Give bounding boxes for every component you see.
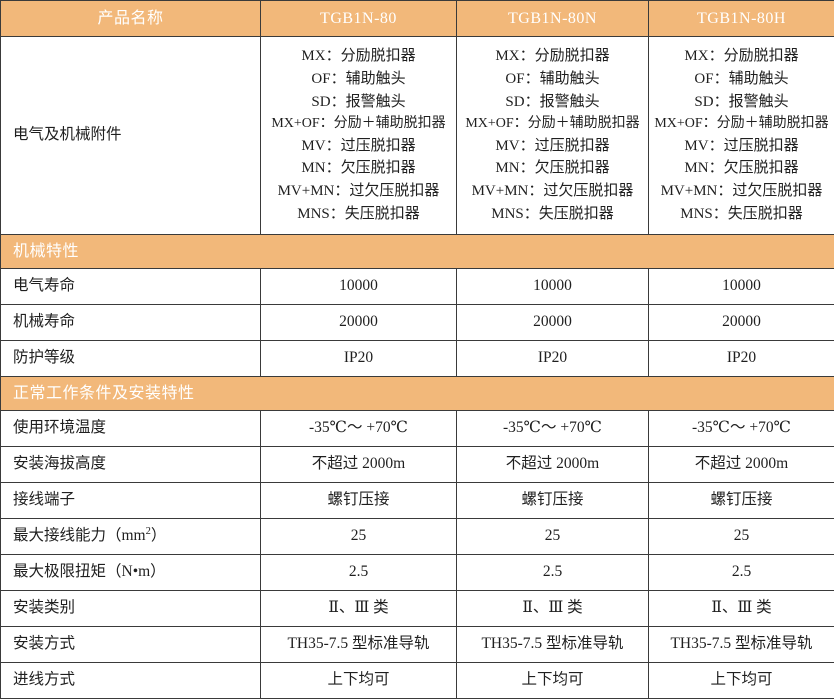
accessory-line: MN：欠压脱扣器	[461, 157, 644, 180]
accessory-line: OF：辅助触头	[461, 68, 644, 91]
row-value-model-3: Ⅱ、Ⅲ 类	[649, 590, 834, 626]
row-value-model-2: 25	[457, 518, 649, 554]
row-label: 最大极限扭矩（N•m）	[1, 554, 261, 590]
accessory-line: MNS：失压脱扣器	[461, 203, 644, 226]
table-row: 安装方式 TH35-7.5 型标准导轨 TH35-7.5 型标准导轨 TH35-…	[1, 626, 834, 662]
table-row: 最大接线能力（mm2） 25 25 25	[1, 518, 834, 554]
row-value-model-1: 上下均可	[261, 662, 457, 698]
accessory-line: MN：欠压脱扣器	[265, 157, 452, 180]
row-value-model-2: 上下均可	[457, 662, 649, 698]
row-value-model-3: 螺钉压接	[649, 482, 834, 518]
accessory-line: MV+MN：过欠压脱扣器	[653, 180, 830, 203]
row-value-model-1: 20000	[261, 304, 457, 340]
header-model-3: TGB1N-80H	[649, 1, 834, 37]
row-label: 使用环境温度	[1, 410, 261, 446]
accessory-line: MX：分励脱扣器	[265, 45, 452, 68]
row-value-model-1: 10000	[261, 268, 457, 304]
table-row: 电气寿命 10000 10000 10000	[1, 268, 834, 304]
accessory-line: SD：报警触头	[653, 91, 830, 114]
row-value-model-1: TH35-7.5 型标准导轨	[261, 626, 457, 662]
accessory-line: MV+MN：过欠压脱扣器	[265, 180, 452, 203]
row-value-model-1: Ⅱ、Ⅲ 类	[261, 590, 457, 626]
row-label: 安装海拔高度	[1, 446, 261, 482]
row-label: 接线端子	[1, 482, 261, 518]
row-value-model-2: Ⅱ、Ⅲ 类	[457, 590, 649, 626]
accessories-cell-model-2: MX：分励脱扣器 OF：辅助触头 SD：报警触头 MX+OF：分励＋辅助脱扣器 …	[457, 37, 649, 235]
row-value-model-3: 2.5	[649, 554, 834, 590]
row-value-model-3: 20000	[649, 304, 834, 340]
section-header-operating-conditions: 正常工作条件及安装特性	[1, 376, 834, 410]
accessory-line: MX+OF：分励＋辅助脱扣器	[461, 113, 644, 134]
accessories-row: 电气及机械附件 MX：分励脱扣器 OF：辅助触头 SD：报警触头 MX+OF：分…	[1, 37, 834, 235]
row-label-prefix: 最大接线能力（mm	[13, 527, 146, 544]
table-row: 防护等级 IP20 IP20 IP20	[1, 340, 834, 376]
section-header-mechanical: 机械特性	[1, 234, 834, 268]
row-value-model-2: 不超过 2000m	[457, 446, 649, 482]
row-value-model-3: -35℃～ +70℃	[649, 410, 834, 446]
row-value-model-3: 上下均可	[649, 662, 834, 698]
row-value-model-2: 2.5	[457, 554, 649, 590]
row-value-model-2: IP20	[457, 340, 649, 376]
accessories-cell-model-1: MX：分励脱扣器 OF：辅助触头 SD：报警触头 MX+OF：分励＋辅助脱扣器 …	[261, 37, 457, 235]
accessory-line: MV：过压脱扣器	[461, 135, 644, 158]
table-row: 使用环境温度 -35℃～ +70℃ -35℃～ +70℃ -35℃～ +70℃	[1, 410, 834, 446]
row-value-model-3: 25	[649, 518, 834, 554]
row-label: 电气寿命	[1, 268, 261, 304]
row-value-model-3: IP20	[649, 340, 834, 376]
accessories-cell-model-3: MX：分励脱扣器 OF：辅助触头 SD：报警触头 MX+OF：分励＋辅助脱扣器 …	[649, 37, 834, 235]
accessory-line: MV：过压脱扣器	[265, 135, 452, 158]
table-row: 安装海拔高度 不超过 2000m 不超过 2000m 不超过 2000m	[1, 446, 834, 482]
table-row: 最大极限扭矩（N•m） 2.5 2.5 2.5	[1, 554, 834, 590]
accessory-line: MNS：失压脱扣器	[265, 203, 452, 226]
accessory-line: MNS：失压脱扣器	[653, 203, 830, 226]
row-value-model-1: 螺钉压接	[261, 482, 457, 518]
row-value-model-2: -35℃～ +70℃	[457, 410, 649, 446]
row-value-model-3: TH35-7.5 型标准导轨	[649, 626, 834, 662]
row-label: 安装类别	[1, 590, 261, 626]
row-value-model-3: 10000	[649, 268, 834, 304]
header-model-1: TGB1N-80	[261, 1, 457, 37]
accessory-line: SD：报警触头	[265, 91, 452, 114]
accessory-line: SD：报警触头	[461, 91, 644, 114]
section-title: 正常工作条件及安装特性	[1, 376, 834, 410]
section-title: 机械特性	[1, 234, 834, 268]
row-value-model-2: 螺钉压接	[457, 482, 649, 518]
row-value-model-1: -35℃～ +70℃	[261, 410, 457, 446]
row-label: 进线方式	[1, 662, 261, 698]
row-label-suffix: ）	[151, 527, 167, 544]
accessory-line: MX+OF：分励＋辅助脱扣器	[265, 113, 452, 134]
row-label: 机械寿命	[1, 304, 261, 340]
header-label-column: 产品名称	[1, 1, 261, 37]
row-label: 安装方式	[1, 626, 261, 662]
table-header-row: 产品名称 TGB1N-80 TGB1N-80N TGB1N-80H	[1, 1, 834, 37]
row-label-max-wire-capacity: 最大接线能力（mm2）	[1, 518, 261, 554]
accessory-line: OF：辅助触头	[265, 68, 452, 91]
row-value-model-1: 25	[261, 518, 457, 554]
row-value-model-2: 10000	[457, 268, 649, 304]
table-row: 安装类别 Ⅱ、Ⅲ 类 Ⅱ、Ⅲ 类 Ⅱ、Ⅲ 类	[1, 590, 834, 626]
table-row: 进线方式 上下均可 上下均可 上下均可	[1, 662, 834, 698]
accessory-line: MN：欠压脱扣器	[653, 157, 830, 180]
accessory-line: MX：分励脱扣器	[461, 45, 644, 68]
row-value-model-2: 20000	[457, 304, 649, 340]
accessory-line: MX：分励脱扣器	[653, 45, 830, 68]
header-model-2: TGB1N-80N	[457, 1, 649, 37]
accessory-line: MV+MN：过欠压脱扣器	[461, 180, 644, 203]
row-value-model-1: IP20	[261, 340, 457, 376]
accessory-line: MV：过压脱扣器	[653, 135, 830, 158]
table-row: 接线端子 螺钉压接 螺钉压接 螺钉压接	[1, 482, 834, 518]
table-row: 机械寿命 20000 20000 20000	[1, 304, 834, 340]
accessory-line: OF：辅助触头	[653, 68, 830, 91]
accessory-line: MX+OF：分励＋辅助脱扣器	[653, 113, 830, 134]
row-value-model-3: 不超过 2000m	[649, 446, 834, 482]
row-label: 防护等级	[1, 340, 261, 376]
accessories-label: 电气及机械附件	[1, 37, 261, 235]
row-value-model-1: 2.5	[261, 554, 457, 590]
row-value-model-1: 不超过 2000m	[261, 446, 457, 482]
row-value-model-2: TH35-7.5 型标准导轨	[457, 626, 649, 662]
